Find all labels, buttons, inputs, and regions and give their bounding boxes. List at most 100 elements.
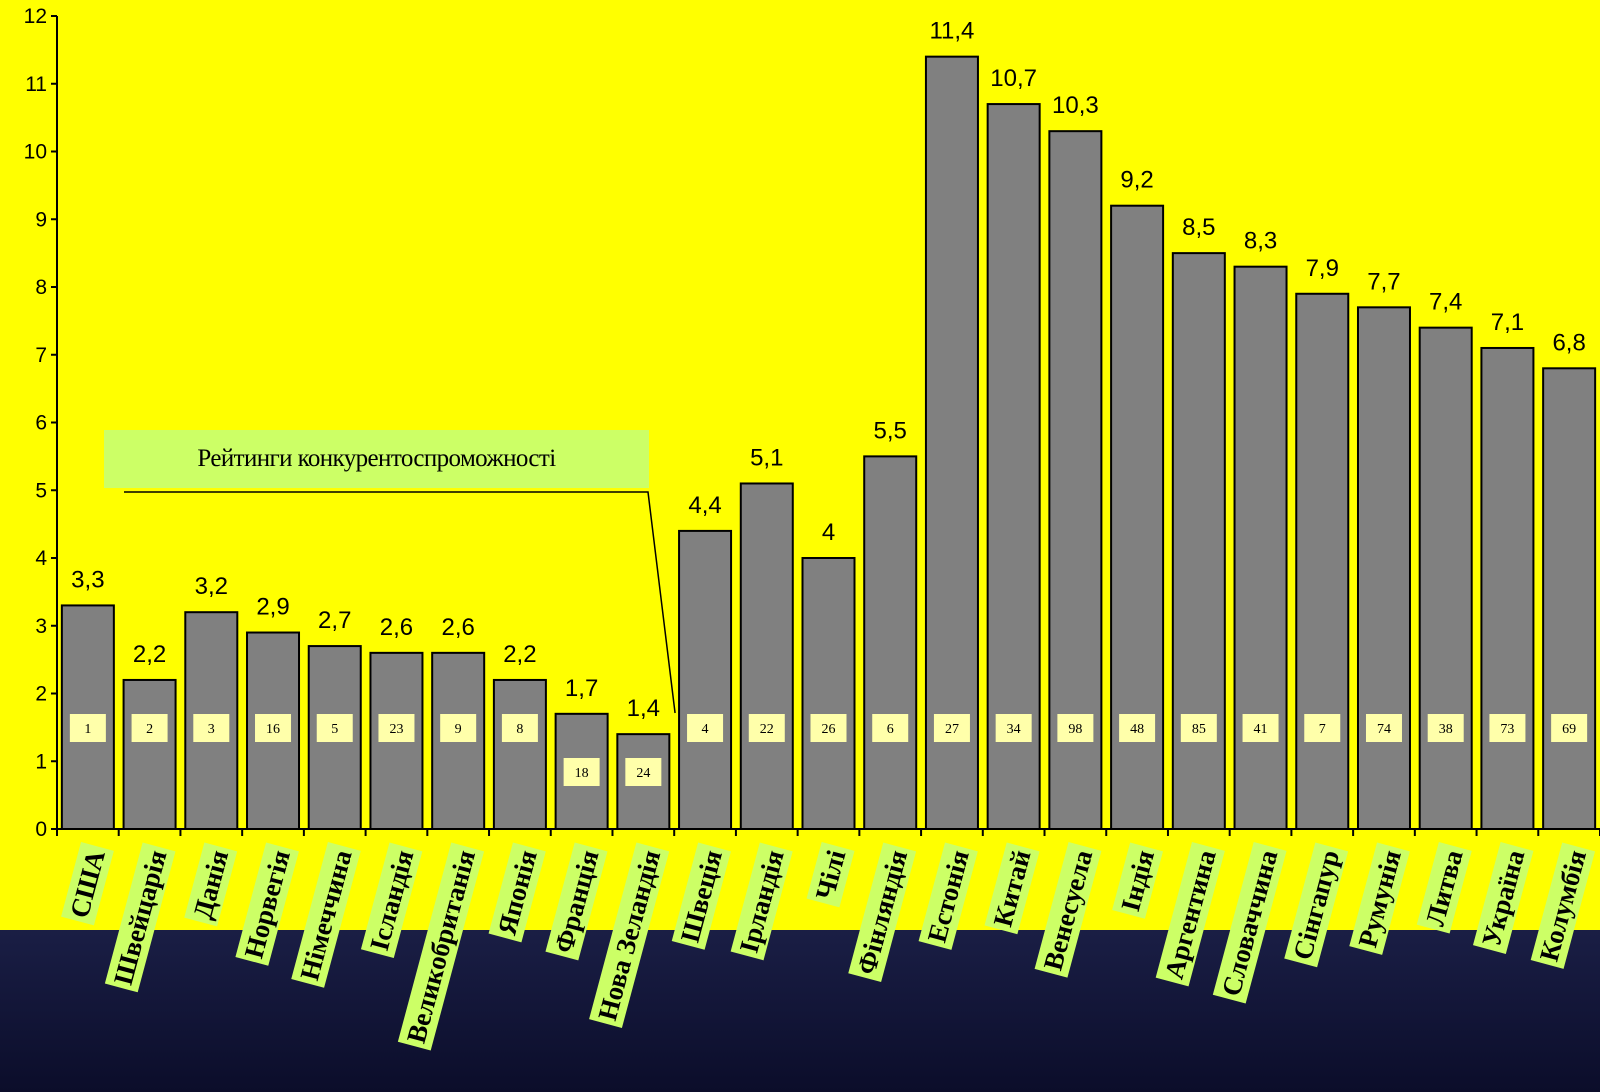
category-label-group: Чілі <box>806 842 855 908</box>
rank-label: 9 <box>455 722 462 737</box>
category-label: Швейцарія <box>108 847 173 988</box>
bar <box>924 55 979 830</box>
category-label-group: Литва <box>1416 842 1472 934</box>
category-label-group: Японія <box>488 842 546 943</box>
rank-label: 6 <box>887 722 894 737</box>
category-box <box>1416 842 1472 934</box>
category-box <box>360 842 423 959</box>
rank-label: 1 <box>84 722 91 737</box>
category-box <box>848 842 917 983</box>
y-tick-label: 3 <box>35 615 47 638</box>
value-label: 1,7 <box>565 675 598 702</box>
bar <box>1233 265 1288 830</box>
y-tick-label: 6 <box>35 412 47 435</box>
y-tick-label: 1 <box>35 750 47 773</box>
category-label-group: Німеччина <box>291 842 361 988</box>
category-label-group: Естонія <box>918 842 978 950</box>
value-label: 10,7 <box>990 65 1037 92</box>
rank-box <box>1427 714 1464 742</box>
category-label: Норвегія <box>238 847 296 961</box>
category-box <box>918 842 978 950</box>
rank-label: 85 <box>1192 722 1206 737</box>
category-box <box>104 842 176 993</box>
category-label-group: Колумбія <box>1530 842 1596 969</box>
category-label-group: Аргентина <box>1155 842 1225 987</box>
category-box <box>984 842 1040 935</box>
value-label: 2,6 <box>441 614 474 641</box>
rating-annotation: Рейтинги конкурентоспроможності <box>104 430 649 488</box>
category-label: Франція <box>548 847 604 956</box>
category-box <box>1530 842 1596 969</box>
category-label: Румунія <box>1352 847 1407 951</box>
rank-box <box>1551 714 1588 742</box>
category-label-group: Фінляндія <box>848 842 917 983</box>
rank-label: 4 <box>702 722 709 737</box>
rank-label: 7 <box>1319 722 1326 737</box>
category-box <box>61 842 114 926</box>
rank-box <box>1180 714 1217 742</box>
rank-box <box>1365 714 1402 742</box>
y-tick-label: 7 <box>35 344 47 367</box>
category-label: Швеція <box>675 847 728 945</box>
rank-label: 18 <box>575 766 589 781</box>
bar <box>801 557 856 830</box>
y-tick-label: 2 <box>35 683 47 706</box>
rank-box <box>933 714 970 742</box>
value-label: 11,4 <box>929 18 974 45</box>
value-label: 8,5 <box>1182 214 1215 241</box>
value-label: 3,2 <box>195 573 228 600</box>
value-label: 2,2 <box>133 641 166 668</box>
value-label: 5,1 <box>750 444 783 471</box>
category-label: Словаччина <box>1216 846 1284 999</box>
rank-label: 8 <box>516 722 523 737</box>
rank-box <box>1242 714 1279 742</box>
category-label-group: Румунія <box>1349 842 1410 955</box>
category-label-group: Швейцарія <box>104 842 176 993</box>
category-box <box>730 842 793 961</box>
value-label: 2,7 <box>318 607 351 634</box>
category-box <box>488 842 546 943</box>
bar <box>1542 367 1597 830</box>
y-tick-label: 12 <box>24 5 47 28</box>
value-label: 2,9 <box>256 594 289 621</box>
rank-label: 98 <box>1068 722 1082 737</box>
category-label-group: Ірландія <box>730 842 793 961</box>
rank-label: 38 <box>1439 722 1453 737</box>
category-box <box>397 842 485 1051</box>
category-label-group: Сінгапур <box>1284 842 1349 968</box>
category-label: Сінгапур <box>1287 847 1345 963</box>
category-label: Колумбія <box>1534 847 1592 965</box>
bar <box>492 678 547 831</box>
category-label: Чілі <box>810 846 852 903</box>
bars: 3,3 1 2,2 2 3,2 3 2,9 16 2,7 5 2,6 23 2,6 9 2,2 8 1,7 18 1… <box>60 18 1597 831</box>
rank-box <box>1057 714 1094 742</box>
category-box <box>589 842 670 1028</box>
rank-label: 69 <box>1562 722 1576 737</box>
rank-box <box>501 714 538 742</box>
callout-pointer <box>124 491 676 714</box>
rank-label: 73 <box>1500 722 1514 737</box>
category-label: Фінляндія <box>851 847 913 978</box>
category-box <box>1034 842 1102 978</box>
category-label-group: Данія <box>184 842 238 927</box>
value-label: 7,1 <box>1491 309 1524 336</box>
y-tick-label: 9 <box>35 208 47 231</box>
rank-label: 74 <box>1377 722 1391 737</box>
rank-label: 24 <box>636 766 650 781</box>
category-label: Венесуела <box>1038 846 1099 973</box>
category-box <box>806 842 855 908</box>
rank-label: 23 <box>389 722 403 737</box>
category-label-group: Венесуела <box>1034 842 1102 978</box>
value-label: 7,9 <box>1306 255 1339 282</box>
y-tick-label: 0 <box>35 818 47 841</box>
category-label: Ісландія <box>364 847 419 954</box>
value-label: 10,3 <box>1052 92 1099 119</box>
rank-box <box>810 714 847 742</box>
rank-box <box>440 714 477 742</box>
bar <box>1295 292 1350 830</box>
category-label-group: Франція <box>545 842 608 961</box>
value-label: 1,4 <box>627 695 660 722</box>
value-label: 4 <box>822 519 835 546</box>
rank-label: 48 <box>1130 722 1144 737</box>
